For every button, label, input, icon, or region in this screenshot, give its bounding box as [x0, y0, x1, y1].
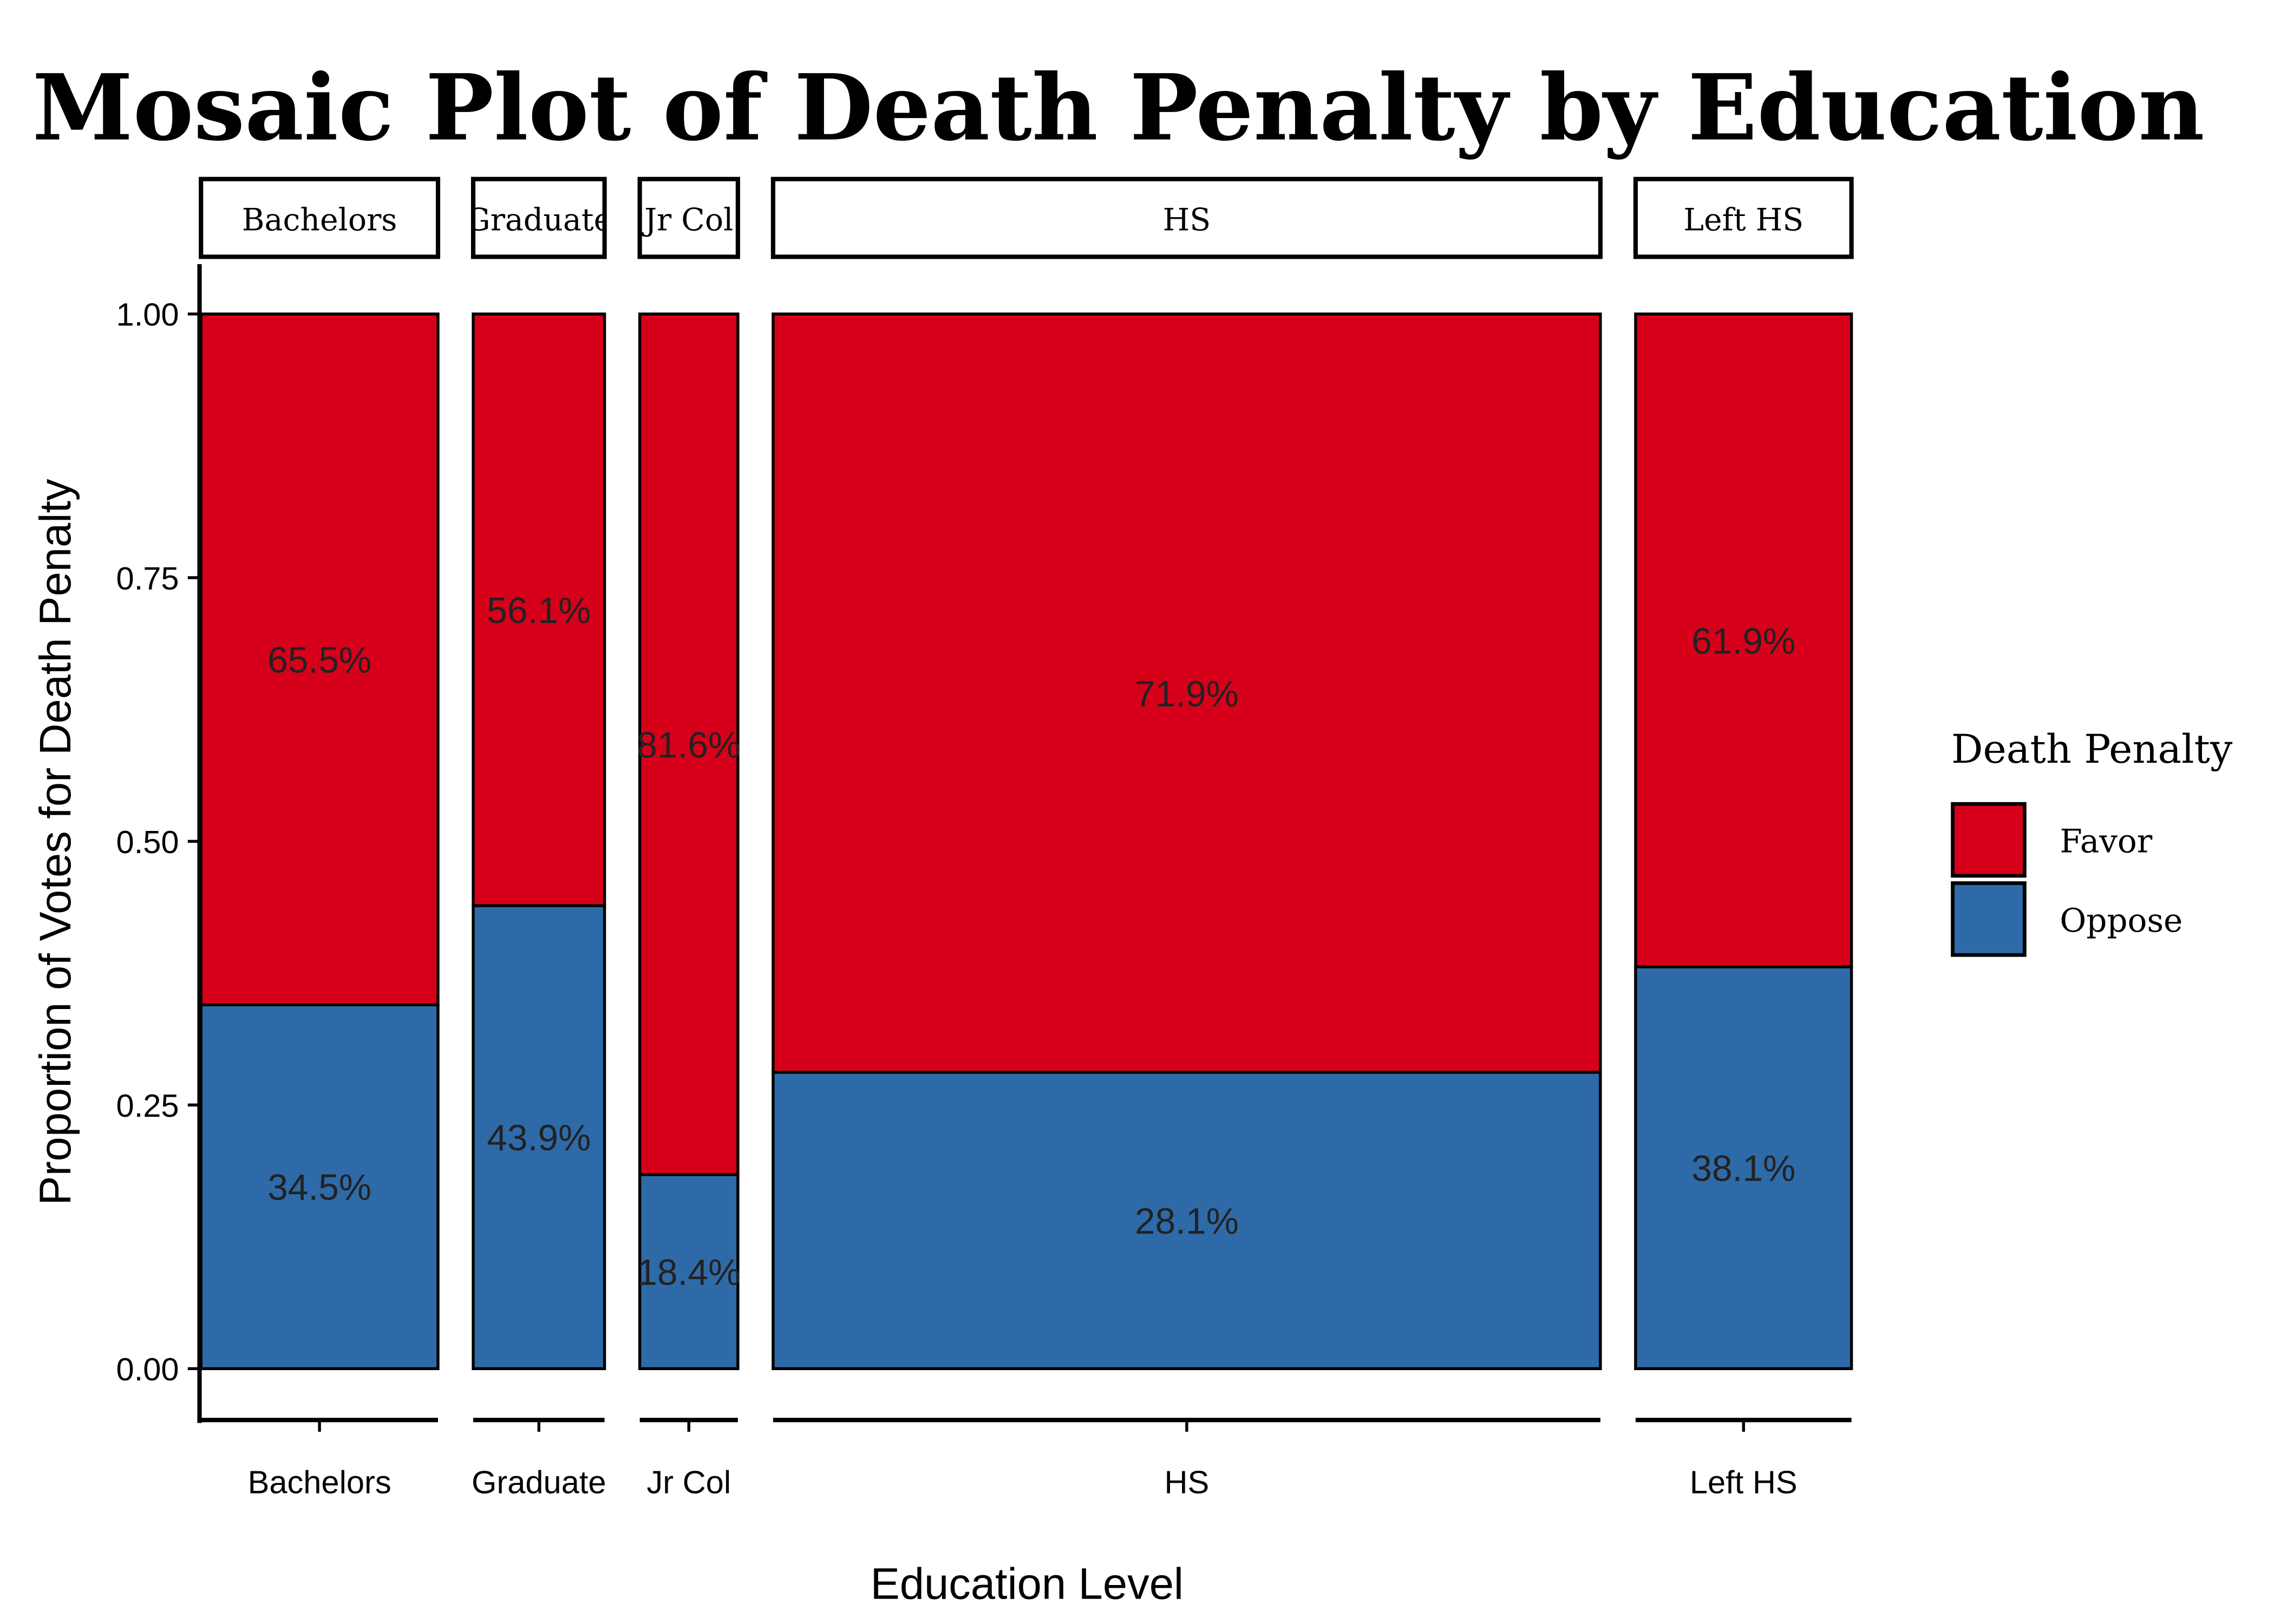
data-label-favor: 65.5%	[267, 640, 371, 681]
bar-oppose	[638, 1173, 740, 1371]
panel-jr-col: Jr Col 81.6% 18.4% Jr Col	[637, 176, 741, 1501]
bar-oppose	[199, 1003, 440, 1371]
data-label-oppose: 28.1%	[1135, 1201, 1239, 1242]
x-tick-label: HS	[1164, 1464, 1209, 1501]
facet-strip	[637, 176, 740, 259]
legend: Death Penalty Favor Oppose	[1951, 726, 2233, 957]
legend-label-favor: Favor	[2060, 823, 2152, 861]
y-tick-label: 0.50	[116, 824, 179, 860]
x-tick-label: Graduate	[472, 1464, 606, 1501]
data-label-oppose: 38.1%	[1691, 1149, 1795, 1189]
x-tick-label: Bachelors	[248, 1464, 391, 1501]
bar-oppose	[472, 904, 606, 1371]
y-tick-label: 0.00	[116, 1351, 179, 1387]
y-axis-label: Proportion of Votes for Death Penalty	[31, 479, 80, 1205]
legend-label-oppose: Oppose	[2060, 902, 2182, 940]
panel-left-hs: Left HS 61.9% 38.1% Left HS	[1633, 176, 1854, 1501]
legend-swatch-oppose	[1951, 881, 2027, 957]
facet-strip-label: Bachelors	[242, 202, 397, 238]
panel-bachelors: Bachelors 65.5% 34.5% Bachelors	[199, 176, 441, 1501]
chart-title: Mosaic Plot of Death Penalty by Educatio…	[32, 54, 2205, 161]
y-tick-label: 0.25	[116, 1088, 179, 1124]
y-tick-label: 0.75	[116, 560, 179, 597]
bar-favor	[472, 312, 606, 907]
facet-strip-label: Jr Col	[642, 202, 733, 238]
panel-graduate: Graduate 56.1% 43.9% Graduate	[466, 176, 612, 1501]
x-tick-label: Jr Col	[646, 1464, 731, 1501]
panel-hs: HS 71.9% 28.1% HS	[770, 176, 1603, 1501]
facet-strip-label: HS	[1163, 202, 1211, 238]
facet-strip	[1633, 176, 1854, 259]
data-label-oppose: 18.4%	[637, 1252, 741, 1293]
legend-swatch-favor	[1951, 802, 2027, 878]
x-tick-label: Left HS	[1690, 1464, 1798, 1501]
facet-strip	[770, 176, 1603, 259]
legend-title: Death Penalty	[1951, 726, 2233, 772]
bar-oppose	[772, 1071, 1602, 1371]
facet-strip	[471, 176, 607, 259]
bar-favor	[199, 312, 440, 1006]
facet-strip	[199, 176, 441, 259]
facet-strip-label: Graduate	[466, 202, 612, 238]
facet-strip-label: Left HS	[1683, 202, 1803, 238]
x-axis-label: Education Level	[871, 1560, 1184, 1609]
data-label-oppose: 43.9%	[487, 1118, 591, 1158]
data-label-favor: 61.9%	[1691, 621, 1795, 662]
bar-oppose	[1634, 965, 1853, 1371]
data-label-favor: 81.6%	[637, 725, 741, 765]
data-label-oppose: 34.5%	[267, 1168, 371, 1208]
data-label-favor: 71.9%	[1135, 674, 1239, 715]
bar-favor	[1634, 312, 1853, 968]
data-label-favor: 56.1%	[487, 591, 591, 631]
bar-favor	[772, 312, 1602, 1074]
y-tick-label: 1.00	[116, 297, 179, 333]
bar-favor	[638, 312, 740, 1176]
